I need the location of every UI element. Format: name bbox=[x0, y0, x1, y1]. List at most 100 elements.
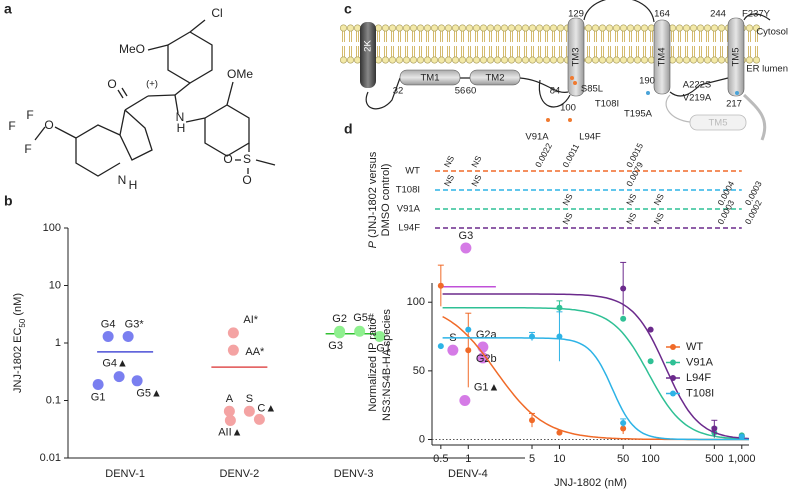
data-point bbox=[465, 347, 472, 354]
p-value: NS bbox=[652, 211, 667, 226]
x-tick-label: DENV-2 bbox=[220, 468, 260, 480]
p-value: NS bbox=[560, 192, 575, 207]
data-point bbox=[437, 282, 444, 289]
mutation-marker bbox=[646, 91, 650, 95]
x-tick-label: 50 bbox=[617, 453, 629, 465]
segment bbox=[653, 19, 671, 95]
row-label: WT bbox=[405, 166, 420, 177]
segment-label: TM5 bbox=[731, 48, 742, 67]
p-axis-label-part: P bbox=[367, 240, 379, 248]
atom-label: MeO bbox=[119, 42, 145, 56]
y-tick-label: 0.01 bbox=[40, 452, 61, 464]
x-axis-label: JNJ-1802 (nM) bbox=[554, 477, 627, 489]
data-point bbox=[556, 429, 563, 436]
point-label: G3* bbox=[125, 318, 145, 330]
data-point bbox=[223, 405, 235, 417]
x-tick-label: 0.5 bbox=[433, 453, 448, 465]
y-axis-label-part: JNJ-1802 EC bbox=[12, 328, 24, 393]
y-tick-label: 50 bbox=[413, 365, 425, 377]
panel-label: c bbox=[344, 1, 352, 17]
atom-label: F bbox=[24, 142, 31, 156]
data-point bbox=[620, 420, 627, 427]
p-value: NS bbox=[624, 211, 639, 226]
segment-label: TM3 bbox=[571, 48, 582, 67]
data-point bbox=[711, 425, 718, 432]
residue-label: F237Y bbox=[742, 9, 771, 20]
atom-label: H bbox=[129, 178, 138, 192]
point-label: G3 bbox=[459, 230, 474, 242]
atom-label: O bbox=[44, 118, 53, 132]
segment-label: 2K bbox=[363, 40, 374, 52]
chemical-structure bbox=[34, 19, 276, 177]
residue-label: T195A bbox=[624, 109, 653, 120]
x-tick-label: DENV-4 bbox=[448, 468, 488, 480]
segment-label: TM5 bbox=[709, 118, 728, 129]
p-axis-label: P (JNJ-1802 versus bbox=[367, 151, 379, 248]
legend-label: WT bbox=[686, 341, 703, 353]
y-tick-label: 0.1 bbox=[46, 394, 61, 406]
p-value: NS bbox=[442, 154, 457, 169]
point-label: AI* bbox=[243, 314, 258, 326]
y-axis-label-part: 50 bbox=[18, 318, 27, 327]
x-tick-label: 500 bbox=[705, 453, 723, 465]
atom-label: O bbox=[223, 152, 232, 166]
row-label: T108I bbox=[396, 185, 420, 196]
segment-label: TM4 bbox=[657, 48, 668, 67]
residue-label: V219A bbox=[683, 93, 712, 104]
data-point bbox=[620, 315, 627, 322]
p-value: NS bbox=[560, 211, 575, 226]
data-point bbox=[102, 330, 114, 342]
residue-label: 217 bbox=[726, 99, 742, 110]
data-point bbox=[620, 425, 627, 432]
segment bbox=[399, 69, 461, 86]
legend-label: T108I bbox=[686, 387, 714, 399]
point-label: AII▲ bbox=[218, 426, 242, 438]
legend-marker bbox=[670, 375, 676, 381]
fit-curve bbox=[442, 337, 749, 441]
segment-label: TM1 bbox=[421, 73, 440, 84]
data-point bbox=[460, 242, 472, 254]
loop bbox=[460, 0, 771, 97]
fit-curve bbox=[442, 293, 750, 440]
p-value: NS bbox=[624, 192, 639, 207]
data-point bbox=[224, 414, 236, 426]
mutation-marker bbox=[573, 81, 577, 85]
data-point bbox=[227, 344, 239, 356]
p-axis-label-part: (JNJ-1802 versus bbox=[367, 151, 379, 241]
data-point bbox=[92, 378, 104, 390]
atom-label: N bbox=[176, 110, 185, 124]
residue-label: 164 bbox=[654, 9, 670, 20]
segment bbox=[360, 22, 376, 88]
data-point bbox=[459, 395, 471, 406]
residue-label: 129 bbox=[568, 9, 584, 20]
data-point bbox=[620, 285, 627, 292]
x-tick-label: 100 bbox=[641, 453, 659, 465]
point-label: G1▲ bbox=[474, 381, 500, 393]
fit-curve bbox=[442, 306, 750, 440]
mutation-marker bbox=[568, 118, 572, 122]
data-point bbox=[122, 330, 134, 342]
panel-label: d bbox=[344, 121, 353, 137]
residue-label: 60 bbox=[466, 86, 477, 97]
p-value: NS bbox=[469, 173, 484, 188]
legend-marker bbox=[670, 359, 676, 366]
segment bbox=[689, 114, 747, 131]
point-label: G4 bbox=[101, 318, 116, 330]
mutation-marker bbox=[735, 91, 739, 95]
residue-label: 100 bbox=[560, 103, 576, 114]
point-label: C▲ bbox=[257, 402, 276, 414]
x-tick-label: 5 bbox=[529, 453, 535, 465]
data-point bbox=[447, 344, 459, 356]
panel-label: b bbox=[4, 193, 13, 209]
residue-label: 32 bbox=[393, 86, 404, 97]
point-label: G1 bbox=[376, 342, 391, 354]
y-axis-label: Normalized IP ratio bbox=[367, 318, 379, 411]
data-point bbox=[529, 417, 536, 424]
data-point bbox=[556, 333, 563, 340]
data-point bbox=[113, 371, 125, 383]
data-point bbox=[253, 413, 265, 425]
data-point bbox=[465, 326, 472, 333]
point-label: G4▲ bbox=[102, 358, 128, 370]
atom-label: H bbox=[177, 121, 186, 135]
